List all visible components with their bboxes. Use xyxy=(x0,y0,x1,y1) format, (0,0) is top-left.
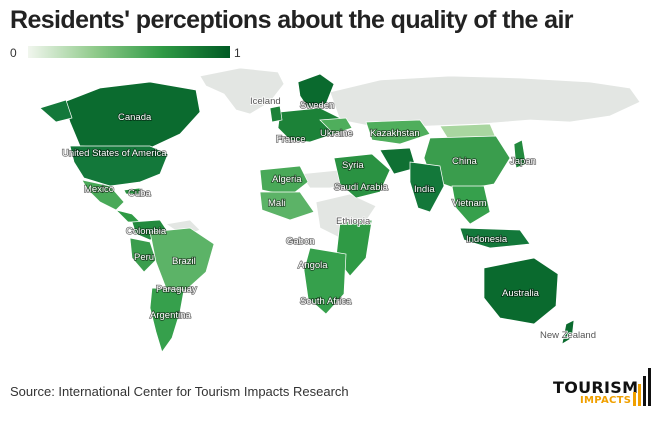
label-argentina: Argentina xyxy=(150,310,191,321)
label-australia: Australia xyxy=(502,288,540,299)
country-shape-alaska xyxy=(39,99,73,123)
label-indonesia: Indonesia xyxy=(466,234,508,245)
label-vietnam: Vietnam xyxy=(452,198,487,209)
logo-line2: IMPACTS xyxy=(580,395,632,406)
label-south-africa: South Africa xyxy=(300,296,352,307)
legend-gradient-bar xyxy=(28,46,230,58)
country-shape-middle-east xyxy=(333,153,391,199)
country-shape-india xyxy=(409,161,445,213)
label-india: India xyxy=(414,184,435,195)
label-gabon: Gabon xyxy=(286,236,315,247)
country-shape-scandinavia xyxy=(297,73,335,109)
country-shape-brazil xyxy=(149,227,215,291)
label-canada: Canada xyxy=(118,112,152,123)
label-saudi-arabia: Saudi Arabia xyxy=(334,182,389,193)
country-shape-southeast-asia xyxy=(451,185,491,225)
legend-max-label: 1 xyxy=(234,46,241,60)
country-shape-north-africa xyxy=(259,165,309,197)
country-shape-cuba xyxy=(123,187,141,195)
country-shape-new-zealand xyxy=(561,319,575,345)
greenland-region xyxy=(199,67,285,115)
logo-line1: TOURISM xyxy=(553,378,639,397)
country-shape-europe xyxy=(277,107,341,143)
country-shape-west-africa xyxy=(259,191,315,221)
label-ukraine: Ukraine xyxy=(320,128,353,139)
country-shape-japan xyxy=(513,139,527,169)
russia-region xyxy=(329,75,641,129)
label-mali: Mali xyxy=(268,198,285,209)
label-china: China xyxy=(452,156,478,167)
label-new-zealand: New Zealand xyxy=(540,330,596,341)
country-shape-australia xyxy=(483,257,559,325)
label-brazil: Brazil xyxy=(172,256,196,267)
label-colombia: Colombia xyxy=(126,226,167,237)
country-shape-paraguay-argentina xyxy=(149,287,185,353)
tourism-impacts-logo: TOURISM IMPACTS xyxy=(553,364,663,414)
country-shape-usa xyxy=(69,145,169,187)
country-shape-indonesia xyxy=(459,227,531,249)
label-kazakhstan: Kazakhstan xyxy=(370,128,420,139)
country-shape-ukraine xyxy=(319,117,353,135)
label-sweden: Sweden xyxy=(300,100,334,111)
label-japan: Japan xyxy=(510,156,536,167)
source-note: Source: International Center for Tourism… xyxy=(10,384,349,399)
country-shape-kazakhstan xyxy=(365,119,431,145)
label-paraguay: Paraguay xyxy=(156,284,197,295)
label-cuba: Cuba xyxy=(128,188,151,199)
country-shape-uk xyxy=(269,105,283,123)
country-shape-canada xyxy=(63,81,201,149)
label-ethiopia: Ethiopia xyxy=(336,216,371,227)
label-france: France xyxy=(276,134,306,145)
color-legend: 0 1 xyxy=(10,45,241,61)
logo-bars-icon xyxy=(633,366,653,406)
label-algeria: Algeria xyxy=(272,174,302,185)
label-iceland: Iceland xyxy=(250,96,281,107)
label-syria: Syria xyxy=(342,160,364,171)
label-usa: United States of America xyxy=(62,148,167,159)
label-angola: Angola xyxy=(298,260,328,271)
chart-title: Residents' perceptions about the quality… xyxy=(10,6,574,34)
label-mexico: Mexico xyxy=(84,184,114,195)
label-peru: Peru xyxy=(134,252,154,263)
country-shape-central-america xyxy=(114,209,141,223)
country-shape-southern-africa xyxy=(303,247,347,315)
legend-min-label: 0 xyxy=(10,46,17,60)
country-shape-peru xyxy=(129,237,157,273)
world-choropleth-map: Iceland Sweden Canada Ukraine Kazakhstan… xyxy=(39,67,641,353)
